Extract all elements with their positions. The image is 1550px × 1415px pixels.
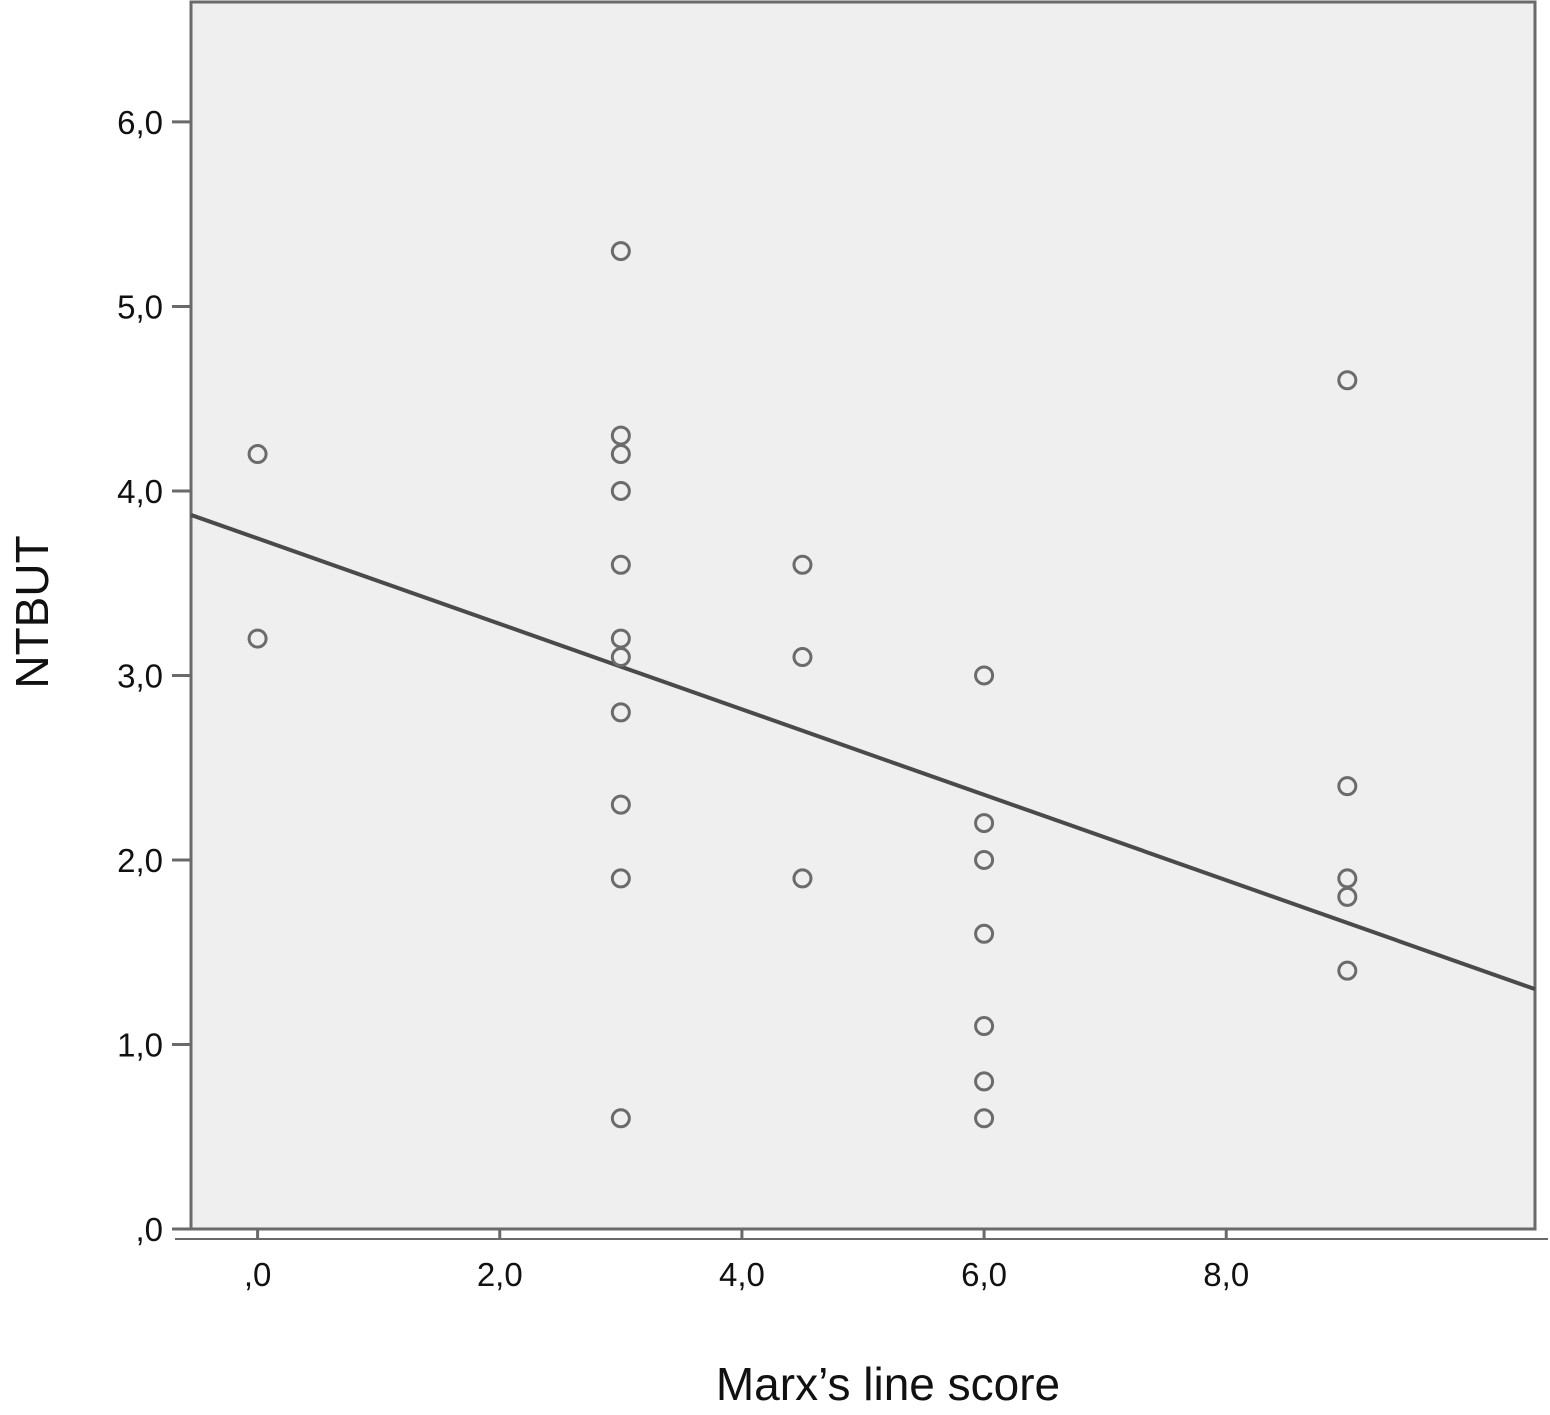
data-point — [974, 923, 995, 944]
data-point — [1337, 886, 1358, 907]
data-point — [610, 702, 631, 723]
data-point — [1337, 960, 1358, 981]
x-tick-label: 2,0 — [477, 1256, 523, 1293]
y-tick-label: ,0 — [135, 1211, 163, 1248]
fit-line-group — [190, 513, 1536, 992]
data-point — [610, 554, 631, 575]
y-tick-label: 2,0 — [117, 842, 163, 879]
data-point — [610, 868, 631, 889]
data-point — [974, 1108, 995, 1129]
y-tick-label: 5,0 — [117, 288, 163, 325]
data-point — [610, 647, 631, 668]
plot-area — [189, 0, 1537, 1231]
data-point — [974, 665, 995, 686]
data-point — [974, 1071, 995, 1092]
data-point — [974, 849, 995, 870]
x-tick-label: 6,0 — [961, 1256, 1007, 1293]
data-point — [792, 868, 813, 889]
data-point — [610, 444, 631, 465]
x-tick-label: ,0 — [244, 1256, 272, 1293]
y-tick-label: 3,0 — [117, 657, 163, 694]
data-point — [247, 444, 268, 465]
regression-line — [190, 513, 1536, 992]
x-tick-label: 4,0 — [719, 1256, 765, 1293]
x-axis-title: Marx’s line score — [716, 1358, 1060, 1410]
y-tick-label: 6,0 — [117, 104, 163, 141]
data-point — [1337, 776, 1358, 797]
x-tick-label: 8,0 — [1203, 1256, 1249, 1293]
y-axis-title: NTBUT — [6, 535, 58, 688]
axis-ticks: ,0 1,0 2,0 3,0 4,0 5,0 6,0 ,0 2,0 4,0 6,0 8,0 — [117, 104, 1548, 1293]
y-tick-label: 1,0 — [117, 1026, 163, 1063]
data-point — [1337, 370, 1358, 391]
data-point — [247, 628, 268, 649]
data-point — [974, 813, 995, 834]
data-point — [610, 1108, 631, 1129]
data-point — [792, 554, 813, 575]
data-point — [610, 241, 631, 262]
data-point — [610, 794, 631, 815]
data-point — [610, 480, 631, 501]
data-points — [247, 241, 1358, 1129]
data-point — [792, 647, 813, 668]
y-tick-label: 4,0 — [117, 473, 163, 510]
data-point — [974, 1016, 995, 1037]
